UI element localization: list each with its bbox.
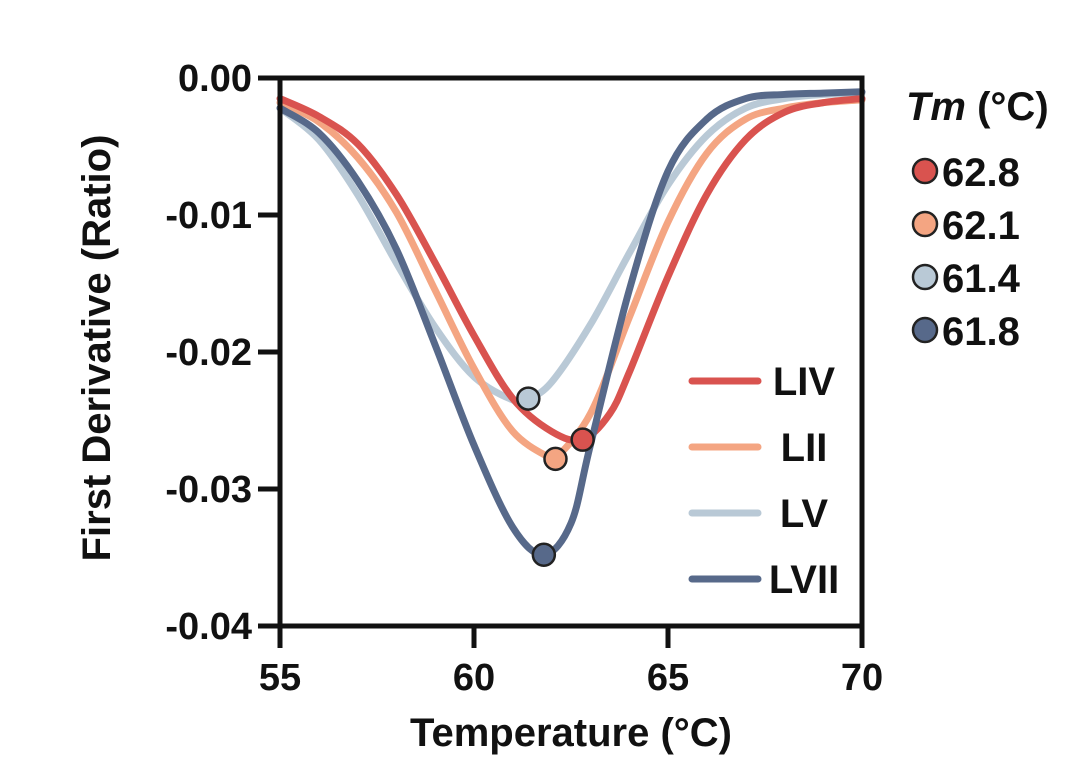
tm-legend: Tm (°C) 62.8 62.1 61.4 61.8 — [906, 85, 1049, 354]
tm-title-italic: Tm — [906, 85, 966, 129]
tm-marker-liv — [570, 427, 595, 452]
tm-legend-value-lii: 62.1 — [942, 204, 1020, 248]
series-line-lv — [276, 89, 866, 406]
tm-marker-lvii — [531, 542, 557, 568]
legend-label-lv: LV — [780, 492, 828, 536]
legend-label-lii: LII — [781, 426, 828, 470]
tm-legend-title: Tm (°C) — [906, 85, 1049, 129]
tm-legend-value-lv: 61.4 — [942, 257, 1021, 301]
tm-legend-value-liv: 62.8 — [942, 151, 1020, 195]
x-axis-title: Temperature (°C) — [410, 711, 732, 755]
series-line-lvii — [276, 88, 866, 559]
tm-title-unit: (°C) — [966, 85, 1049, 129]
tm-legend-value-lvii: 61.8 — [942, 310, 1020, 354]
tm-legend-marker-lii — [911, 210, 939, 238]
x-tick-label: 55 — [259, 657, 301, 699]
tm-markers-layer — [516, 386, 595, 568]
tm-legend-marker-lv — [911, 263, 939, 291]
y-tick-label: -0.04 — [165, 606, 252, 648]
y-tick-label: -0.01 — [165, 195, 252, 237]
x-tick-label: 60 — [453, 657, 495, 699]
tm-marker-lii — [543, 446, 568, 472]
y-tick-label: -0.03 — [165, 469, 252, 511]
series-legend: LIV LII LV LVII — [688, 360, 839, 602]
tm-legend-marker-liv — [911, 157, 939, 185]
x-tick-label: 70 — [841, 657, 883, 699]
y-tick-label: 0.00 — [178, 58, 252, 100]
series-layer — [276, 88, 866, 559]
y-axis-title: First Derivative (Ratio) — [75, 135, 119, 562]
tm-marker-lv — [516, 386, 541, 411]
legend-label-liv: LIV — [773, 360, 836, 404]
y-tick-label: -0.02 — [165, 332, 252, 374]
x-tick-label: 65 — [647, 657, 689, 699]
tm-legend-marker-lvii — [911, 316, 939, 344]
legend-label-lvii: LVII — [769, 558, 839, 602]
